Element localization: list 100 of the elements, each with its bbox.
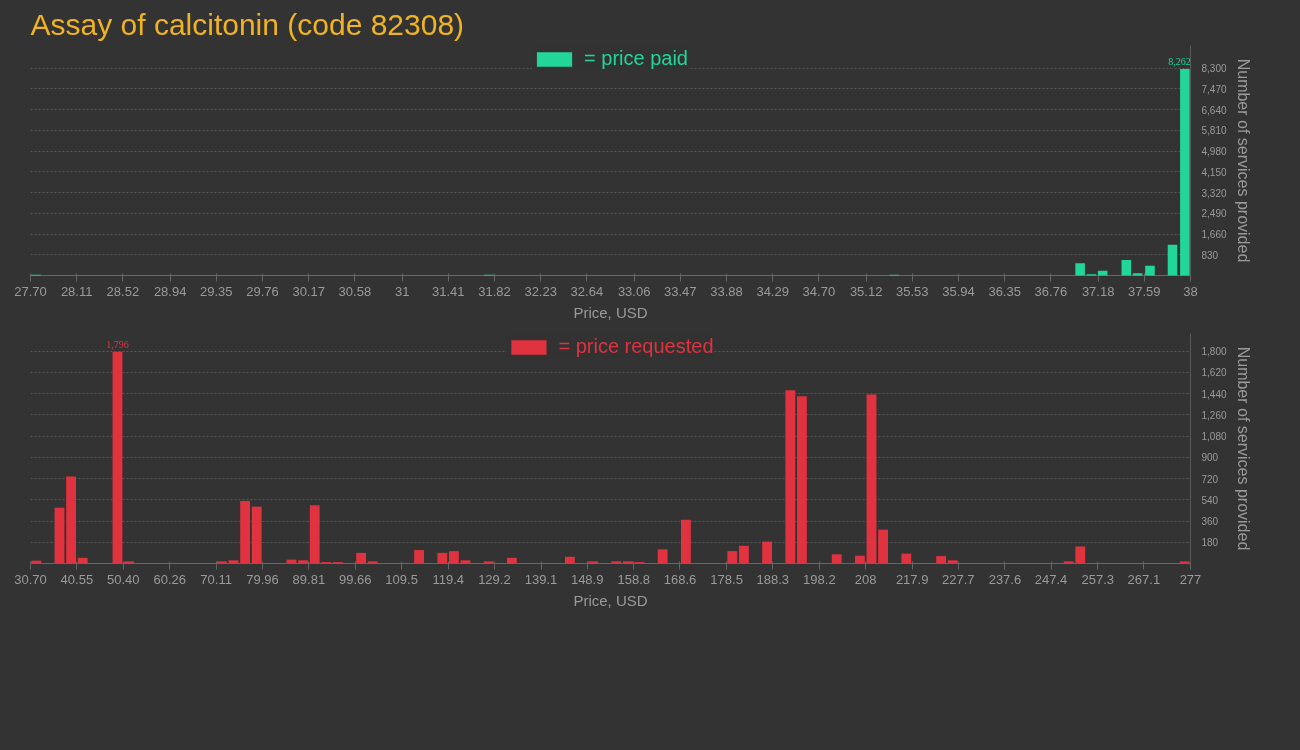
bar bbox=[77, 557, 88, 564]
x-tick-label: 31.41 bbox=[432, 283, 465, 299]
bar bbox=[727, 551, 738, 564]
bar bbox=[448, 551, 459, 564]
y-tick-label: 360 bbox=[1201, 516, 1219, 528]
x-tick-label: 35.53 bbox=[896, 283, 929, 299]
x-tick-label: 40.55 bbox=[60, 571, 94, 587]
bar bbox=[1132, 273, 1143, 276]
bar bbox=[216, 561, 227, 564]
bar bbox=[680, 519, 691, 564]
bar bbox=[31, 560, 42, 564]
bar bbox=[854, 555, 865, 564]
y-tick-label: 4,980 bbox=[1201, 146, 1227, 157]
legend-label: = price requested bbox=[558, 335, 714, 358]
bar bbox=[785, 390, 796, 564]
bar bbox=[298, 560, 309, 564]
x-tick-label: 33.06 bbox=[617, 283, 651, 299]
x-tick-label: 32.23 bbox=[524, 283, 557, 299]
x-tick-label: 89.81 bbox=[292, 571, 326, 587]
x-tick-label: 30.70 bbox=[14, 571, 47, 587]
data-label: 8,262 bbox=[1168, 55, 1191, 67]
y-tick-label: 4,150 bbox=[1201, 166, 1227, 178]
y-tick-label: 1,440 bbox=[1201, 388, 1227, 400]
y-axis-title: Number of services provided bbox=[1234, 346, 1252, 551]
x-tick-label: 158.8 bbox=[617, 571, 651, 587]
x-tick-label: 178.5 bbox=[710, 571, 743, 587]
bar bbox=[506, 557, 517, 564]
x-tick-label: 109.5 bbox=[385, 571, 418, 587]
x-tick-label: 35.94 bbox=[942, 283, 975, 299]
x-tick-label: 79.96 bbox=[246, 571, 279, 587]
x-tick-label: 148.9 bbox=[570, 571, 604, 587]
bar bbox=[762, 541, 773, 564]
bar bbox=[1097, 270, 1108, 276]
x-tick-label: 188.3 bbox=[756, 571, 790, 587]
bar bbox=[611, 561, 622, 564]
y-tick-label: 7,470 bbox=[1201, 83, 1227, 95]
x-tick-label: 30.58 bbox=[338, 283, 372, 299]
x-tick-label: 198.2 bbox=[803, 571, 836, 587]
legend-label: = price paid bbox=[584, 47, 688, 70]
y-tick-label: 1,800 bbox=[1201, 346, 1227, 358]
x-tick-label: 267.1 bbox=[1127, 571, 1161, 587]
x-tick-label: 28.94 bbox=[153, 283, 187, 299]
x-tick-label: 257.3 bbox=[1081, 571, 1114, 587]
bar bbox=[936, 556, 947, 564]
x-tick-label: 99.66 bbox=[339, 571, 372, 587]
x-tick-label: 29.76 bbox=[246, 283, 279, 299]
bar bbox=[483, 561, 494, 564]
y-tick-label: 1,660 bbox=[1201, 229, 1227, 240]
bar bbox=[623, 561, 633, 564]
x-tick-label: 237.6 bbox=[988, 571, 1022, 587]
x-tick-label: 168.6 bbox=[663, 571, 697, 587]
x-tick-label: 139.1 bbox=[524, 571, 558, 587]
bar bbox=[796, 396, 807, 564]
x-tick-label: 129.2 bbox=[478, 571, 511, 587]
bar bbox=[240, 500, 251, 564]
bar bbox=[878, 529, 889, 564]
bar bbox=[947, 560, 958, 564]
x-tick-label: 119.4 bbox=[432, 571, 465, 587]
x-tick-label: 37.59 bbox=[1128, 283, 1161, 299]
x-tick-label: 36.35 bbox=[988, 283, 1021, 299]
bar bbox=[54, 507, 65, 564]
bar bbox=[437, 552, 448, 564]
y-tick-label: 1,260 bbox=[1201, 409, 1227, 421]
x-tick-label: 28.52 bbox=[106, 283, 140, 299]
y-tick-label: 180 bbox=[1201, 537, 1219, 549]
x-tick-label: 30.17 bbox=[292, 283, 325, 299]
x-tick-label: 60.26 bbox=[153, 571, 186, 587]
bar bbox=[657, 549, 668, 564]
bar bbox=[367, 561, 378, 564]
bar bbox=[286, 559, 297, 564]
bar bbox=[66, 476, 77, 564]
x-tick-label: 38 bbox=[1183, 283, 1198, 299]
y-tick-label: 8,300 bbox=[1201, 63, 1227, 74]
x-axis-title: Price, USD bbox=[573, 303, 648, 321]
bar bbox=[1179, 561, 1190, 564]
x-tick-label: 37.18 bbox=[1081, 283, 1115, 299]
x-tick-label: 31.82 bbox=[478, 283, 511, 299]
x-tick-label: 36.76 bbox=[1034, 283, 1068, 299]
bar bbox=[460, 560, 471, 564]
bar bbox=[112, 351, 123, 564]
bar bbox=[901, 553, 912, 564]
bar bbox=[831, 554, 842, 564]
bar bbox=[588, 561, 599, 564]
x-tick-label: 29.35 bbox=[200, 283, 233, 299]
x-tick-label: 28.11 bbox=[60, 283, 93, 299]
x-tick-label: 208 bbox=[854, 571, 877, 587]
x-axis-title: Price, USD bbox=[573, 591, 648, 609]
x-tick-label: 34.29 bbox=[756, 283, 789, 299]
chart-title: Assay of calcitonin (code 82308) bbox=[30, 7, 465, 41]
y-tick-label: 6,640 bbox=[1201, 104, 1227, 116]
x-tick-label: 33.47 bbox=[664, 283, 697, 299]
y-tick-label: 2,490 bbox=[1201, 208, 1227, 220]
bar bbox=[564, 556, 575, 564]
x-tick-label: 50.40 bbox=[107, 571, 140, 587]
y-tick-label: 540 bbox=[1201, 494, 1219, 506]
bar bbox=[228, 560, 239, 564]
bar bbox=[1167, 244, 1178, 276]
x-tick-label: 70.11 bbox=[200, 571, 232, 587]
bar bbox=[866, 394, 877, 564]
y-tick-label: 720 bbox=[1201, 473, 1219, 485]
